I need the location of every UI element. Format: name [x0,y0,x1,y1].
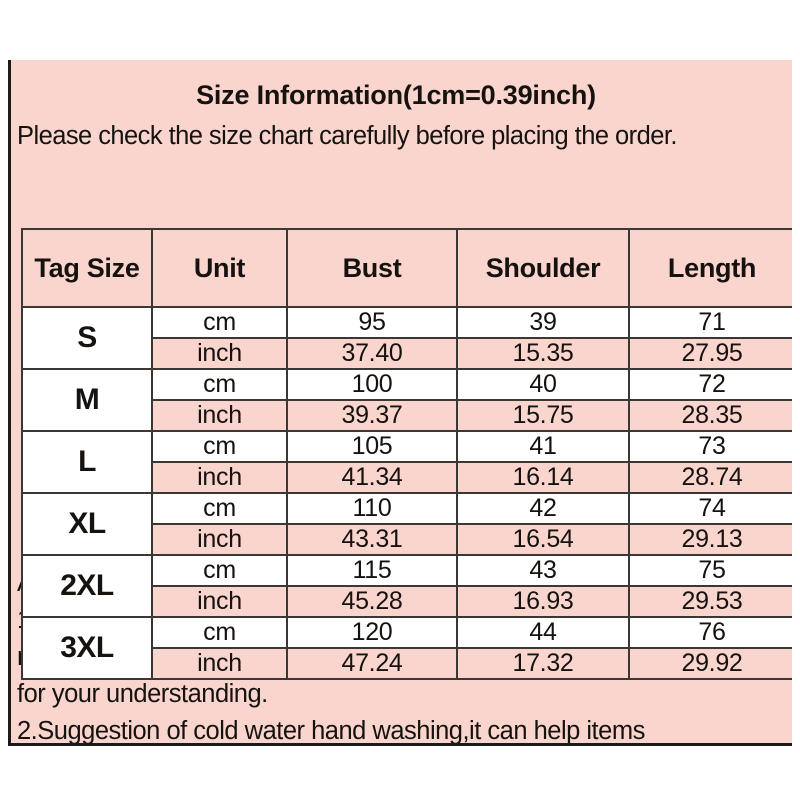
length-cell: 72 [628,368,792,401]
note-line-3: for your understanding. [17,680,268,708]
length-cell: 29.13 [628,523,792,556]
column-header-bust: Bust [286,228,458,308]
table-header-row: Tag Size Unit Bust Shoulder Length [21,228,792,308]
size-table: Tag Size Unit Bust Shoulder Length S cm … [21,228,792,680]
bust-cell: 100 [286,368,458,401]
unit-cell: cm [151,616,288,649]
shoulder-cell: 16.93 [456,585,630,618]
length-cell: 29.92 [628,647,792,680]
table-row: inch 45.28 16.93 29.53 [22,585,792,618]
column-header-length: Length [628,228,792,308]
shoulder-cell: 16.54 [456,523,630,556]
shoulder-cell: 41 [456,430,630,463]
unit-cell: cm [151,430,288,463]
size-chart-panel: Size Information(1cm=0.39inch) Please ch… [8,60,792,746]
shoulder-cell: 44 [456,616,630,649]
shoulder-cell: 17.32 [456,647,630,680]
unit-cell: cm [151,368,288,401]
unit-cell: inch [151,337,288,370]
length-cell: 75 [628,554,792,587]
table-row: inch 43.31 16.54 29.13 [22,523,792,556]
bust-cell: 45.28 [286,585,458,618]
unit-cell: inch [151,399,288,432]
unit-cell: inch [151,585,288,618]
table-row: inch 47.24 17.32 29.92 [22,647,792,680]
bust-cell: 115 [286,554,458,587]
bust-cell: 39.37 [286,399,458,432]
length-cell: 29.53 [628,585,792,618]
table-row: 3XL cm 120 44 76 [21,616,792,680]
length-cell: 28.74 [628,461,792,494]
unit-cell: inch [151,647,288,680]
bust-cell: 47.24 [286,647,458,680]
unit-cell: inch [151,523,288,556]
column-header-tag-size: Tag Size [21,228,153,308]
shoulder-cell: 42 [456,492,630,525]
table-row: 2XL cm 115 43 75 [21,554,792,618]
shoulder-cell: 16.14 [456,461,630,494]
page-title: Size Information(1cm=0.39inch) [196,80,596,110]
bust-cell: 37.40 [286,337,458,370]
length-cell: 73 [628,430,792,463]
tag-size-cell: M [21,368,153,432]
shoulder-cell: 15.35 [456,337,630,370]
tag-size-cell: XL [21,492,153,556]
tag-size-cell: S [21,306,153,370]
table-row: inch 41.34 16.14 28.74 [22,461,792,494]
unit-cell: cm [151,492,288,525]
bust-cell: 105 [286,430,458,463]
column-header-unit: Unit [151,228,288,308]
length-cell: 71 [628,306,792,339]
bust-cell: 110 [286,492,458,525]
column-header-shoulder: Shoulder [456,228,630,308]
bust-cell: 43.31 [286,523,458,556]
table-row: inch 37.40 15.35 27.95 [22,337,792,370]
tag-size-cell: 3XL [21,616,153,680]
table-row: XL cm 110 42 74 [21,492,792,556]
bust-cell: 120 [286,616,458,649]
unit-cell: cm [151,306,288,339]
table-row: inch 39.37 15.75 28.35 [22,399,792,432]
bust-cell: 95 [286,306,458,339]
shoulder-cell: 43 [456,554,630,587]
length-cell: 27.95 [628,337,792,370]
shoulder-cell: 15.75 [456,399,630,432]
tag-size-cell: L [21,430,153,494]
length-cell: 76 [628,616,792,649]
shoulder-cell: 40 [456,368,630,401]
shoulder-cell: 39 [456,306,630,339]
length-cell: 28.35 [628,399,792,432]
subtitle-text: Please check the size chart carefully be… [17,122,677,150]
bust-cell: 41.34 [286,461,458,494]
table-row: S cm 95 39 71 [21,306,792,370]
note-line-4: 2.Suggestion of cold water hand washing,… [17,717,645,745]
table-row: L cm 105 41 73 [21,430,792,494]
table-row: M cm 100 40 72 [21,368,792,432]
unit-cell: cm [151,554,288,587]
length-cell: 74 [628,492,792,525]
unit-cell: inch [151,461,288,494]
tag-size-cell: 2XL [21,554,153,618]
